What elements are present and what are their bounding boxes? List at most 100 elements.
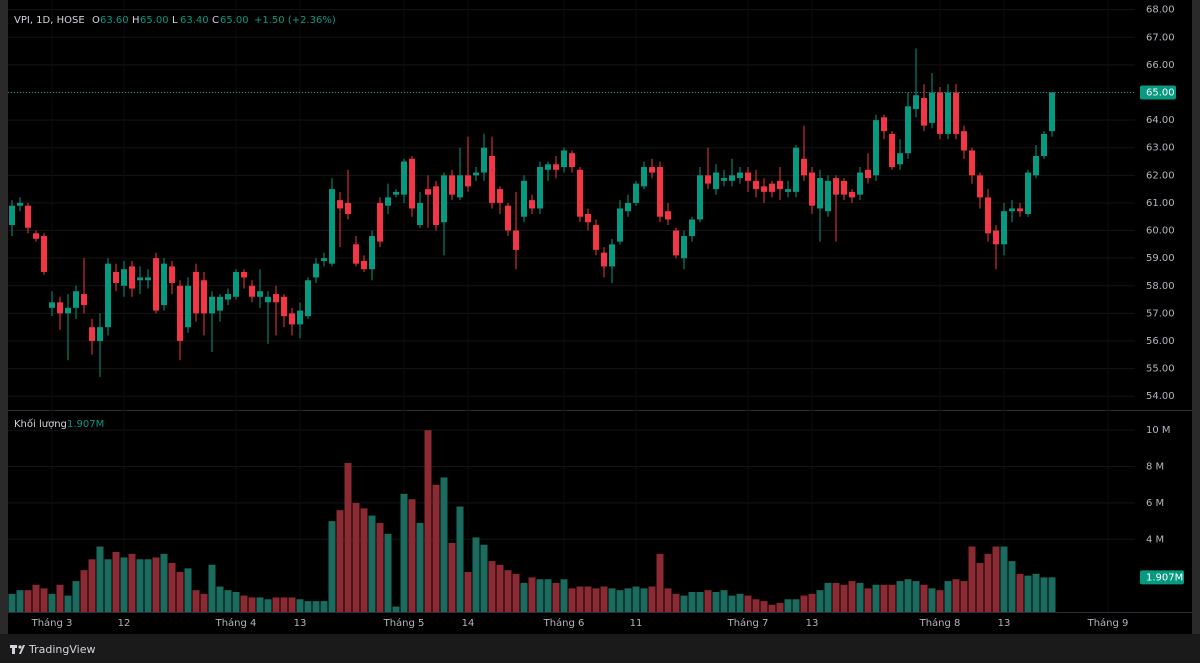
- volume-bar: [568, 588, 576, 612]
- x-tick-label: Tháng 8: [919, 617, 961, 629]
- candle-body: [513, 230, 519, 250]
- candle-body: [577, 169, 583, 217]
- volume-bar: [504, 570, 512, 612]
- volume-bar: [656, 553, 664, 612]
- volume-bar: [752, 599, 760, 612]
- x-tick-label: 13: [806, 618, 819, 629]
- candle-body: [105, 263, 111, 328]
- volume-bar: [880, 584, 888, 612]
- candle-body: [993, 230, 999, 245]
- candle-body: [737, 172, 743, 179]
- volume-bar: [800, 595, 808, 612]
- candle-body: [25, 205, 31, 228]
- x-tick-label: Tháng 6: [543, 617, 585, 629]
- candle-body: [401, 161, 407, 195]
- volume-bar: [304, 601, 312, 612]
- volume-bar: [384, 533, 392, 612]
- volume-bar: [232, 592, 240, 612]
- y-tick-label: 62.00: [1146, 170, 1175, 181]
- volume-bar: [808, 593, 816, 612]
- ohlc-value: 63.40: [180, 15, 209, 26]
- volume-bar: [96, 546, 104, 612]
- volume-bar: [784, 599, 792, 612]
- candle-body: [305, 280, 311, 317]
- volume-bar: [48, 593, 56, 612]
- candle-body: [889, 133, 895, 168]
- candle-body: [225, 294, 231, 300]
- candle-body: [841, 180, 847, 195]
- volume-bar: [1024, 575, 1032, 612]
- volume-bar: [328, 521, 336, 612]
- volume-bar: [320, 601, 328, 612]
- volume-bar: [352, 502, 360, 612]
- volume-title: Khối lượng: [14, 418, 67, 430]
- candle-body: [505, 205, 511, 231]
- candle-body: [777, 180, 783, 190]
- ohlc-key: O: [92, 15, 100, 26]
- volume-bar: [40, 588, 48, 612]
- x-tick-label: Tháng 7: [727, 617, 769, 629]
- y2-tick-label: 10 M: [1146, 425, 1171, 436]
- candle-body: [145, 277, 151, 281]
- last-price-label: 65.00: [1146, 87, 1175, 98]
- candle-body: [689, 219, 695, 237]
- volume-bar: [920, 584, 928, 612]
- candle-body: [385, 197, 391, 206]
- volume-bar: [528, 577, 536, 612]
- volume-bar: [344, 462, 352, 612]
- volume-bar: [1008, 561, 1016, 612]
- volume-bar: [136, 559, 144, 612]
- volume-bar: [608, 588, 616, 612]
- candle-body: [833, 178, 839, 195]
- candle-body: [425, 189, 431, 195]
- volume-bar: [888, 584, 896, 612]
- volume-bar: [816, 590, 824, 612]
- volume-bar: [944, 581, 952, 612]
- volume-bar: [248, 597, 256, 612]
- candle-body: [585, 213, 591, 223]
- candle-body: [41, 236, 47, 272]
- candle-body: [217, 296, 223, 311]
- volume-bar: [368, 515, 376, 612]
- ohlc-key: H: [132, 15, 140, 26]
- volume-bar: [256, 597, 264, 612]
- candle-body: [465, 175, 471, 187]
- volume-bar: [144, 559, 152, 612]
- volume-bar: [592, 588, 600, 612]
- volume-bar: [56, 584, 64, 612]
- volume-bar: [696, 592, 704, 612]
- volume-bar: [512, 573, 520, 612]
- volume-bar: [88, 559, 96, 612]
- y-tick-label: 59.00: [1146, 253, 1175, 264]
- volume-bar: [616, 590, 624, 612]
- volume-bar: [376, 522, 384, 612]
- volume-bar: [720, 590, 728, 612]
- candle-body: [409, 158, 415, 209]
- volume-bar: [184, 568, 192, 612]
- candle-body: [65, 307, 71, 314]
- volume-bar: [464, 572, 472, 612]
- candle-body: [33, 233, 39, 239]
- volume-bar: [584, 586, 592, 612]
- volume-bar: [984, 553, 992, 612]
- candle-body: [713, 172, 719, 190]
- volume-bar: [72, 581, 80, 612]
- volume-bar: [432, 484, 440, 612]
- volume-bar: [216, 586, 224, 612]
- candle-body: [681, 236, 687, 259]
- candle-body: [345, 202, 351, 214]
- candle-body: [553, 164, 559, 170]
- volume-value: 1.907M: [67, 419, 104, 430]
- candle-body: [273, 294, 279, 303]
- candle-body: [177, 285, 183, 341]
- x-tick-label: 11: [630, 618, 643, 629]
- y2-tick-label: 6 M: [1146, 498, 1164, 509]
- candle-body: [601, 252, 607, 267]
- candle-body: [761, 186, 767, 192]
- y-tick-label: 61.00: [1146, 198, 1175, 209]
- y-tick-label: 54.00: [1146, 391, 1175, 402]
- volume-bar: [1000, 546, 1008, 612]
- volume-bar: [192, 590, 200, 612]
- volume-bar: [416, 522, 424, 612]
- candle-body: [185, 285, 191, 328]
